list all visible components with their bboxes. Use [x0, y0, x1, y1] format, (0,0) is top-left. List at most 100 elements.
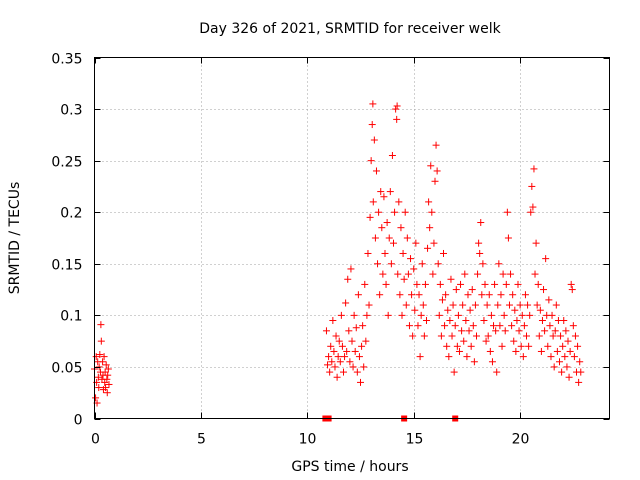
- data-point: [412, 239, 420, 247]
- data-point: [399, 249, 407, 257]
- data-point: [514, 280, 522, 288]
- data-point: [348, 337, 356, 345]
- data-point: [567, 280, 575, 288]
- data-point: [102, 361, 110, 369]
- data-point: [369, 100, 377, 108]
- data-point: [97, 337, 105, 345]
- data-point: [363, 311, 371, 319]
- data-point: [424, 244, 432, 252]
- data-point: [529, 203, 537, 211]
- data-point: [532, 239, 540, 247]
- data-point: [381, 249, 389, 257]
- data-point: [531, 270, 539, 278]
- data-point: [401, 208, 409, 216]
- data-point: [365, 301, 373, 309]
- data-point: [505, 301, 513, 309]
- data-point: [332, 332, 340, 340]
- y-axis-label: SRMTID / TECUs: [7, 182, 23, 295]
- data-point: [552, 301, 560, 309]
- data-point: [460, 337, 468, 345]
- data-point: [486, 347, 494, 355]
- data-point: [407, 255, 415, 263]
- data-point: [404, 270, 412, 278]
- data-point: [513, 317, 521, 325]
- data-point: [105, 380, 113, 388]
- data-point: [104, 371, 112, 379]
- data-point: [391, 208, 399, 216]
- data-point: [334, 353, 342, 361]
- data-point: [563, 363, 571, 371]
- data-point: [530, 165, 538, 173]
- data-point: [347, 265, 355, 273]
- data-point: [437, 332, 445, 340]
- data-point: [435, 311, 443, 319]
- data-point: [521, 291, 529, 299]
- data-point: [559, 342, 567, 350]
- data-point: [564, 337, 572, 345]
- data-point: [354, 291, 362, 299]
- data-point: [570, 353, 578, 361]
- data-point: [414, 322, 422, 330]
- data-point: [461, 270, 469, 278]
- data-point: [96, 351, 104, 359]
- data-point: [385, 234, 393, 242]
- data-point: [459, 301, 467, 309]
- data-point: [393, 102, 401, 110]
- data-point: [322, 327, 330, 335]
- data-point: [470, 358, 478, 366]
- data-point: [402, 301, 410, 309]
- data-point: [429, 270, 437, 278]
- y-tick-label: 0.1: [60, 309, 82, 325]
- data-point: [561, 353, 569, 361]
- data-point: [327, 342, 335, 350]
- data-point: [507, 270, 515, 278]
- data-point: [418, 260, 426, 268]
- data-point: [413, 280, 421, 288]
- data-point: [490, 322, 498, 330]
- data-point: [457, 280, 465, 288]
- data-point: [560, 317, 568, 325]
- data-point: [372, 167, 380, 175]
- data-point: [551, 327, 559, 335]
- data-point: [565, 373, 573, 381]
- data-point: [453, 342, 461, 350]
- data-point: [400, 275, 408, 283]
- data-point: [574, 342, 582, 350]
- data-point: [370, 136, 378, 144]
- data-point: [358, 342, 366, 350]
- data-point: [464, 291, 472, 299]
- data-point: [541, 327, 549, 335]
- data-point: [548, 311, 556, 319]
- data-point: [509, 291, 517, 299]
- data-point: [494, 301, 502, 309]
- data-point: [415, 291, 423, 299]
- data-point: [519, 353, 527, 361]
- data-point: [445, 353, 453, 361]
- data-point: [104, 365, 112, 373]
- data-point: [508, 322, 516, 330]
- data-point: [430, 239, 438, 247]
- data-point: [555, 358, 563, 366]
- data-point: [376, 291, 384, 299]
- data-point: [475, 239, 483, 247]
- data-point: [359, 322, 367, 330]
- data-point: [405, 322, 413, 330]
- data-point: [420, 332, 428, 340]
- data-point: [95, 384, 103, 392]
- data-point: [95, 363, 103, 371]
- data-point: [388, 151, 396, 159]
- data-point: [383, 219, 391, 227]
- data-point: [465, 327, 473, 335]
- data-point: [557, 332, 565, 340]
- data-point: [458, 327, 466, 335]
- data-point: [374, 260, 382, 268]
- data-point: [534, 280, 542, 288]
- data-point: [353, 368, 361, 376]
- data-point: [502, 280, 510, 288]
- data-point: [329, 317, 337, 325]
- data-point: [427, 162, 435, 170]
- data-point: [357, 378, 365, 386]
- data-point: [535, 332, 543, 340]
- data-point: [389, 239, 397, 247]
- x-tick-label: 20: [512, 432, 530, 448]
